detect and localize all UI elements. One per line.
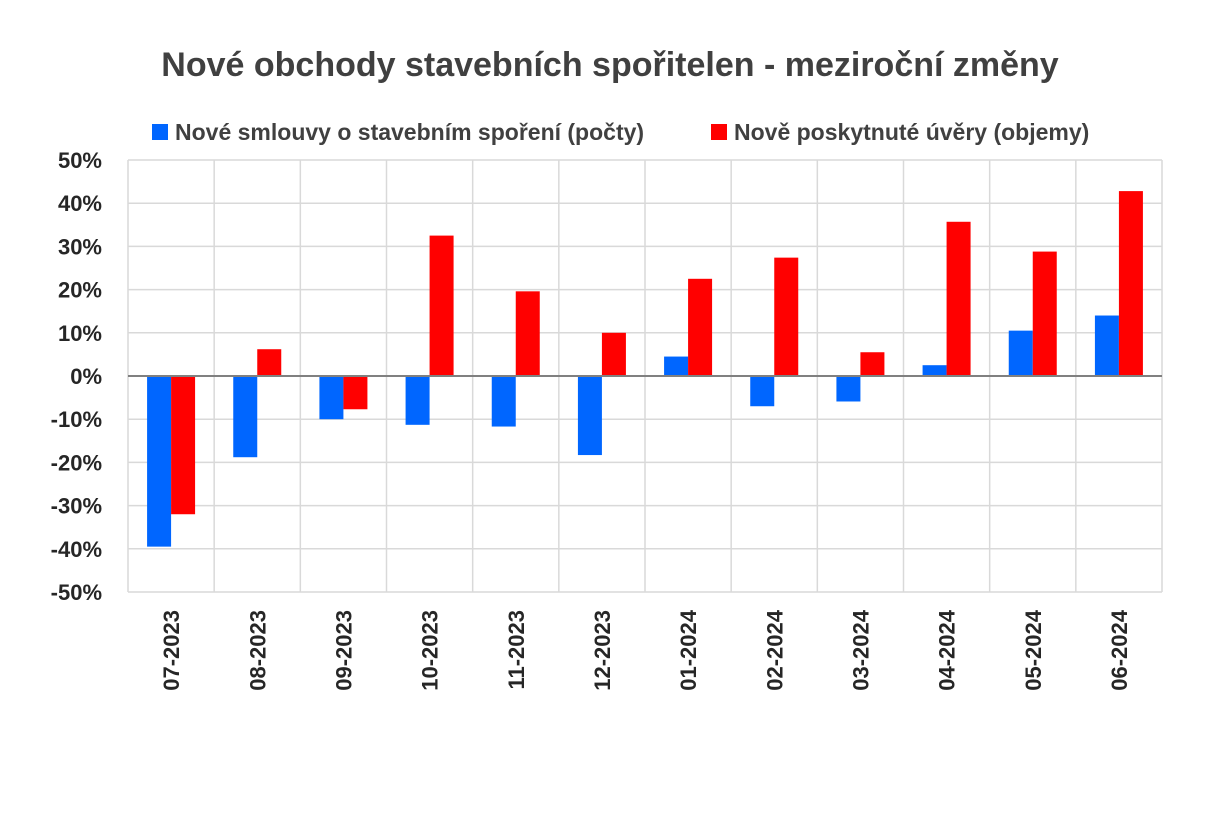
bar-series-1 (577, 376, 602, 456)
bar-series-1 (147, 376, 172, 547)
x-tick-label: 09-2023 (331, 610, 356, 691)
x-axis-ticks: 07-2023 08-2023 09-2023 10-2023 11-2023 12-20… (159, 609, 1132, 691)
x-tick-label: 11-2023 (504, 610, 529, 690)
y-tick-label: -10% (51, 407, 102, 432)
legend-label-series-1: Nové smlouvy o stavebním spoření (počty) (175, 119, 644, 145)
x-tick-label: 01-2024 (676, 609, 701, 691)
bar-series-1 (1008, 330, 1033, 376)
bar-series-2 (257, 349, 282, 376)
x-tick-label: 05-2024 (1021, 609, 1046, 691)
bar-series-1 (491, 376, 516, 427)
legend-swatch-series-2 (711, 124, 727, 140)
bar-series-1 (1094, 315, 1119, 376)
legend-label-series-2: Nově poskytnuté úvěry (objemy) (734, 119, 1089, 145)
x-tick-label: 02-2024 (762, 609, 787, 691)
bar-series-2 (688, 278, 713, 376)
bar-series-2 (946, 221, 971, 376)
y-tick-label: 0% (70, 364, 102, 389)
bar-series-1 (233, 376, 258, 458)
y-tick-label: -50% (51, 580, 102, 605)
x-tick-label: 04-2024 (935, 609, 960, 691)
x-tick-label: 06-2024 (1107, 609, 1132, 691)
bar-series-1 (922, 365, 947, 376)
legend: Nové smlouvy o stavebním spoření (počty)… (152, 119, 1089, 145)
y-axis-ticks: 50% 40% 30% 20% 10% 0% -10% -20% -30% -40% -50% (51, 148, 102, 605)
legend-swatch-series-1 (152, 124, 168, 140)
bar-series-2 (1032, 251, 1057, 376)
x-tick-label: 07-2023 (159, 610, 184, 691)
x-tick-label: 10-2023 (418, 610, 443, 691)
bar-series-1 (405, 376, 430, 425)
bar-series-2 (774, 257, 799, 376)
bar-series-1 (836, 376, 861, 402)
bar-series-2 (601, 332, 626, 376)
y-tick-label: 20% (58, 278, 102, 303)
bar-series-1 (319, 376, 344, 420)
chart-title: Nové obchody stavebních spořitelen - mez… (161, 46, 1059, 84)
y-tick-label: -40% (51, 537, 102, 562)
bar-series-2 (1118, 191, 1143, 376)
y-tick-label: 10% (58, 321, 102, 346)
y-tick-label: 50% (58, 148, 102, 173)
bar-series-1 (750, 376, 775, 407)
y-tick-label: -30% (51, 494, 102, 519)
y-tick-label: 30% (58, 234, 102, 259)
bar-series-2 (429, 235, 454, 376)
y-tick-label: 40% (58, 191, 102, 216)
bar-series-1 (664, 356, 689, 376)
x-tick-label: 08-2023 (245, 610, 270, 691)
bar-series-2 (343, 376, 368, 410)
y-tick-label: -20% (51, 450, 102, 475)
bar-series-2 (860, 352, 885, 376)
bar-series-2 (171, 376, 196, 515)
x-tick-label: 03-2024 (848, 609, 873, 691)
bar-series-2 (515, 291, 540, 376)
bars (147, 191, 1143, 547)
x-tick-label: 12-2023 (590, 610, 615, 691)
